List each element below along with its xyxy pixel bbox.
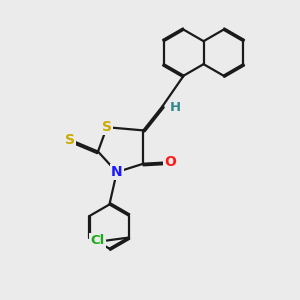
Text: S: S	[102, 120, 112, 134]
Text: N: N	[111, 165, 123, 179]
Text: O: O	[164, 155, 176, 169]
Text: S: S	[65, 133, 75, 147]
Text: Cl: Cl	[91, 234, 105, 247]
Text: H: H	[169, 101, 180, 114]
